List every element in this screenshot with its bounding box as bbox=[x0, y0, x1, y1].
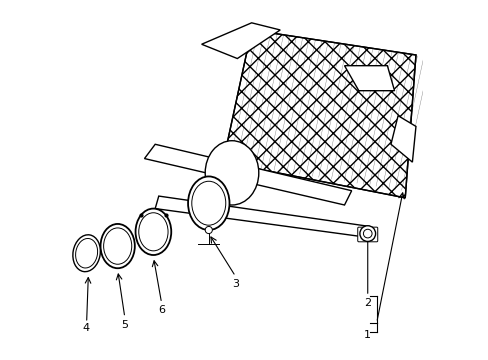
Ellipse shape bbox=[205, 141, 258, 205]
Polygon shape bbox=[144, 144, 351, 205]
FancyBboxPatch shape bbox=[357, 227, 377, 242]
Text: 5: 5 bbox=[121, 320, 128, 330]
Text: 2: 2 bbox=[364, 298, 370, 308]
Ellipse shape bbox=[135, 208, 171, 255]
Text: 6: 6 bbox=[158, 305, 165, 315]
Text: 3: 3 bbox=[232, 279, 239, 289]
Ellipse shape bbox=[73, 235, 100, 272]
Ellipse shape bbox=[188, 176, 229, 230]
Polygon shape bbox=[344, 66, 394, 91]
Circle shape bbox=[205, 226, 212, 234]
Ellipse shape bbox=[101, 224, 135, 268]
Circle shape bbox=[359, 226, 375, 242]
Polygon shape bbox=[390, 116, 415, 162]
Text: 1: 1 bbox=[363, 330, 370, 341]
Circle shape bbox=[363, 229, 371, 238]
Polygon shape bbox=[223, 30, 415, 198]
Polygon shape bbox=[201, 23, 280, 59]
Text: 4: 4 bbox=[82, 323, 89, 333]
Polygon shape bbox=[155, 196, 369, 237]
